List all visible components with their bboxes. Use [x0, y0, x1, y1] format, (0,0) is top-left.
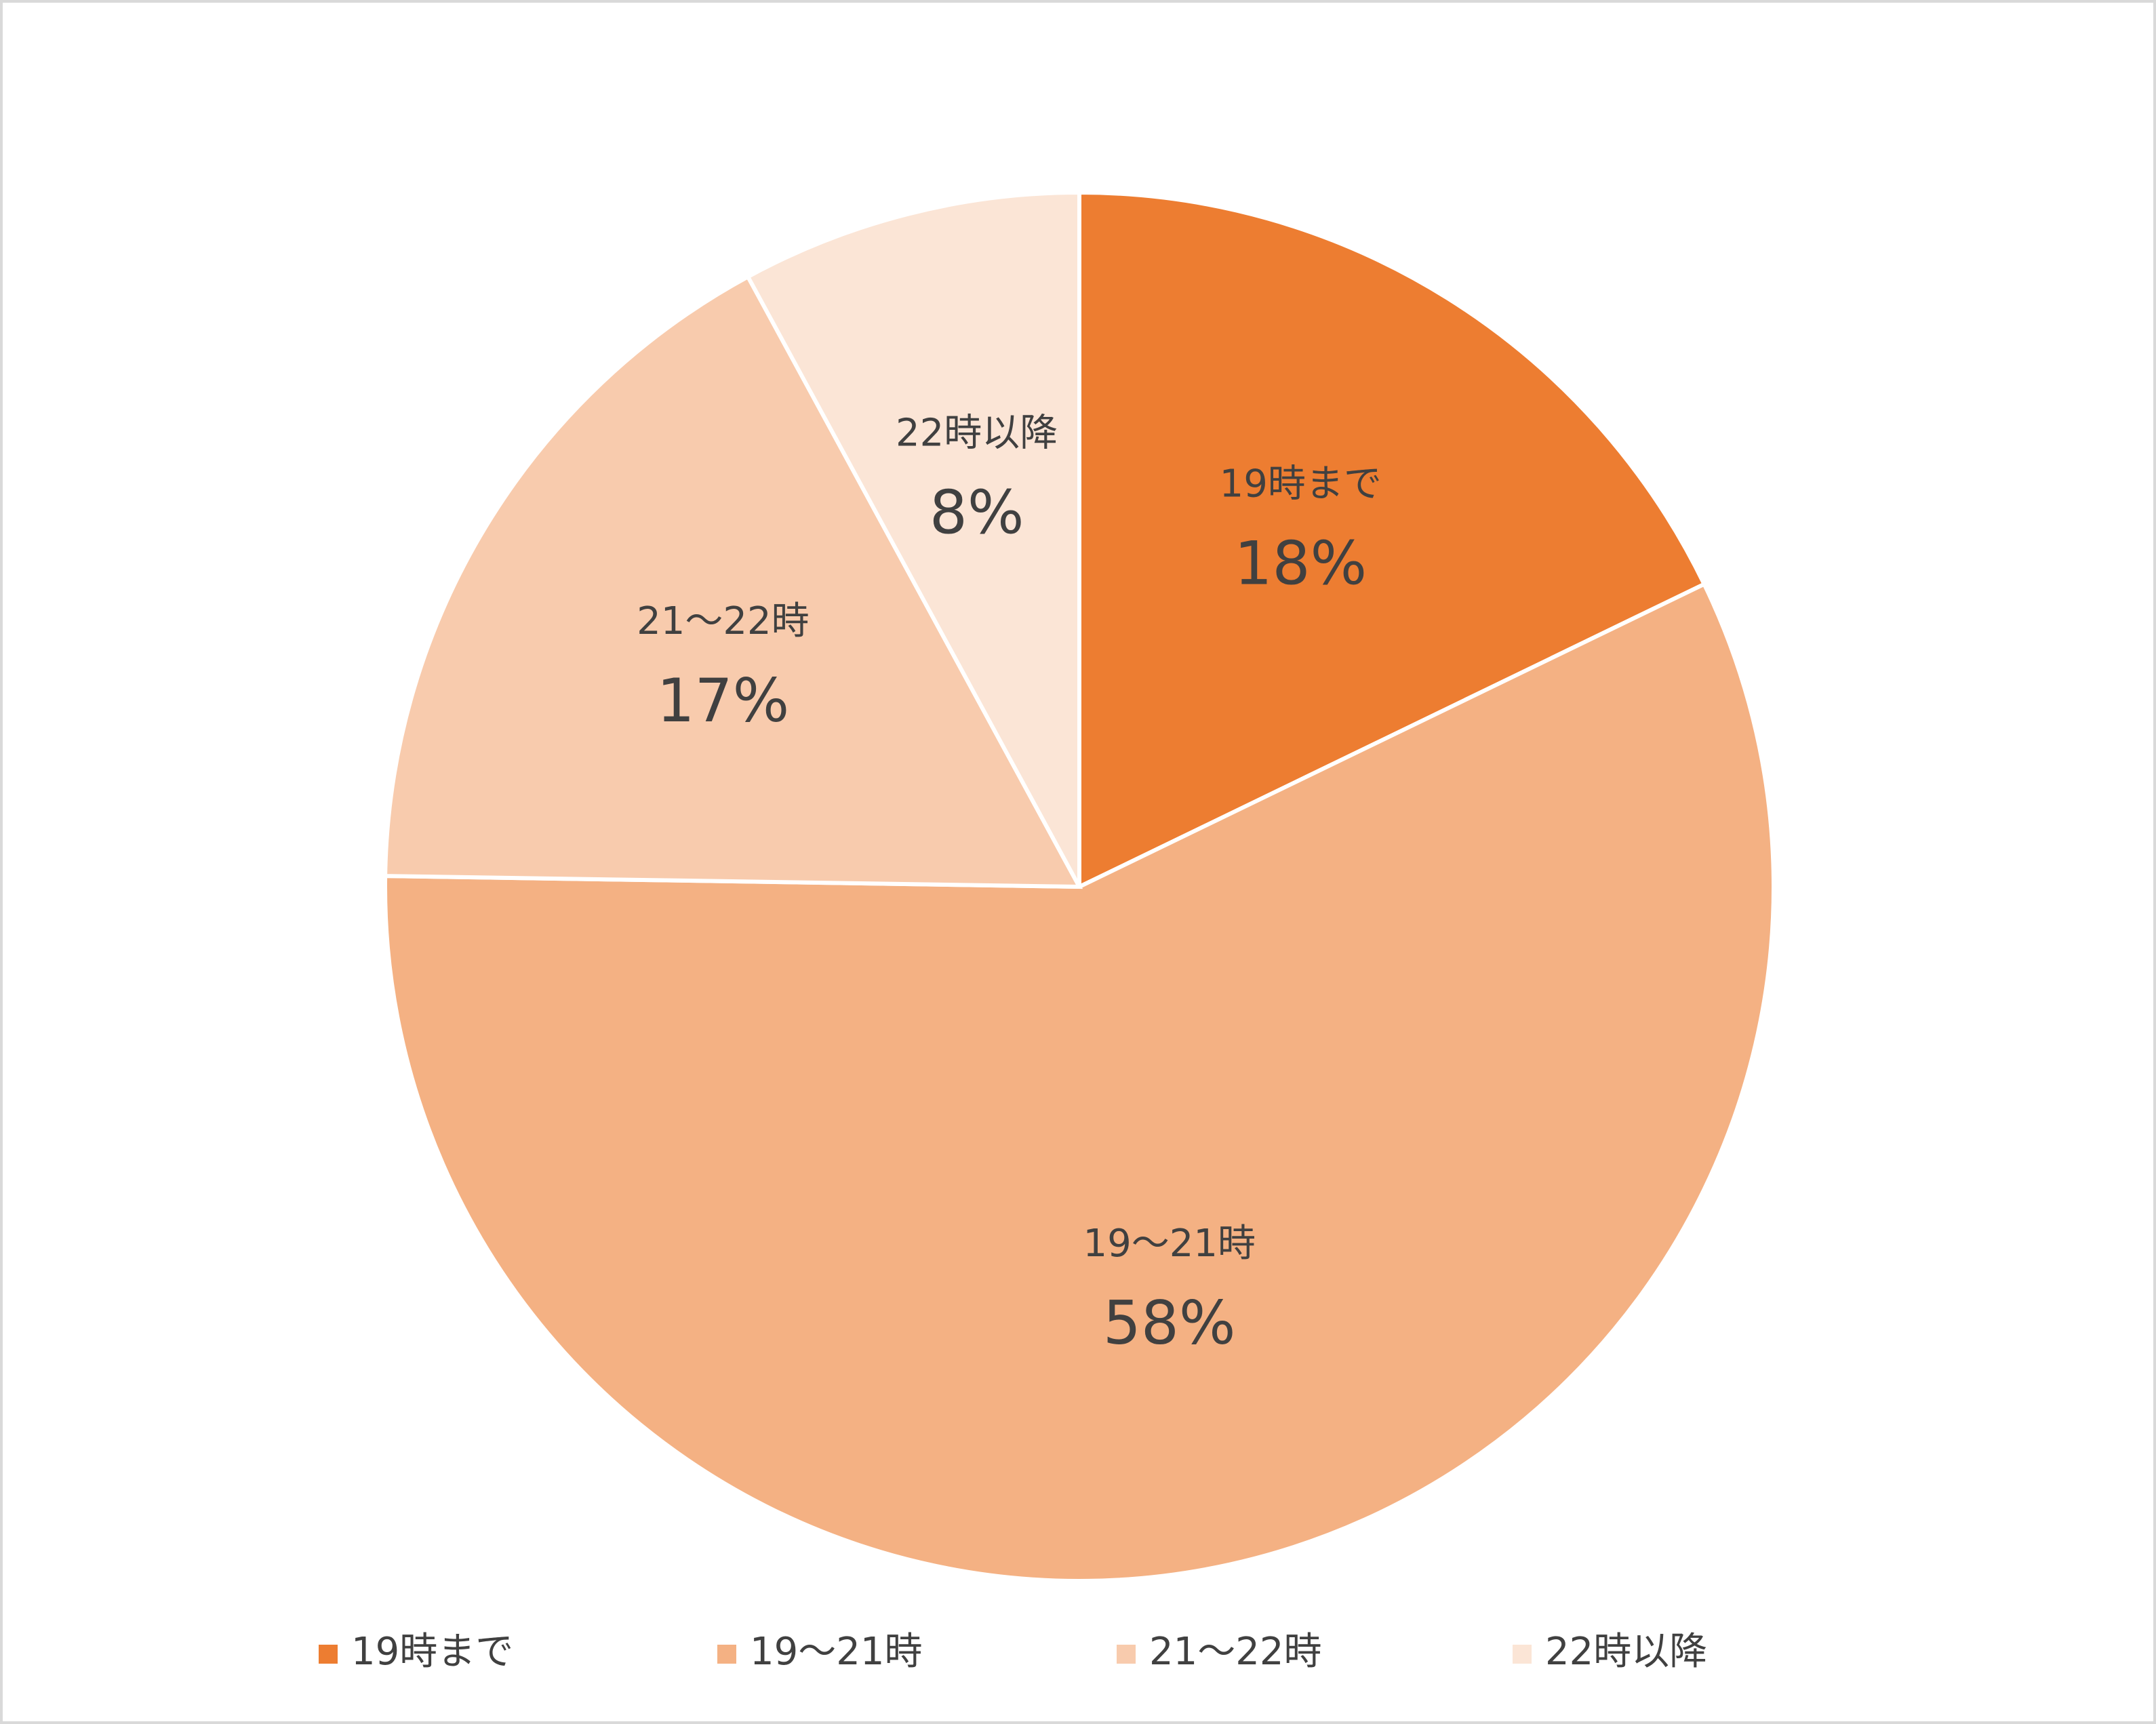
slice-value-label: 17%	[657, 666, 790, 736]
slice-value-label: 18%	[1235, 528, 1368, 598]
slice-value-label: 8%	[930, 477, 1024, 547]
pie-slice	[383, 581, 1776, 1584]
legend-swatch	[1513, 1645, 1532, 1664]
legend-swatch	[717, 1645, 736, 1664]
slice-value-label: 58%	[1103, 1288, 1236, 1358]
pie-slice	[383, 274, 1083, 889]
legend-item: 19～21時	[717, 1630, 923, 1674]
slice-category-label: 19時まで	[1220, 462, 1382, 506]
legend-item: 19時まで	[319, 1630, 513, 1674]
legend-item: 21～22時	[1117, 1630, 1322, 1674]
legend-swatch	[1117, 1645, 1136, 1664]
legend-label: 19時まで	[351, 1630, 513, 1674]
slice-category-label: 22時以降	[896, 412, 1058, 456]
legend-swatch	[319, 1645, 338, 1664]
legend-label: 19～21時	[750, 1630, 923, 1674]
legend-item: 22時以降	[1513, 1630, 1707, 1674]
legend-label: 21～22時	[1149, 1630, 1322, 1674]
pie-slice	[745, 190, 1081, 888]
slice-category-label: 21～22時	[637, 599, 810, 643]
legend-label: 22時以降	[1545, 1630, 1707, 1674]
pie-slice	[1077, 190, 1707, 890]
slice-category-label: 19～21時	[1083, 1222, 1256, 1266]
